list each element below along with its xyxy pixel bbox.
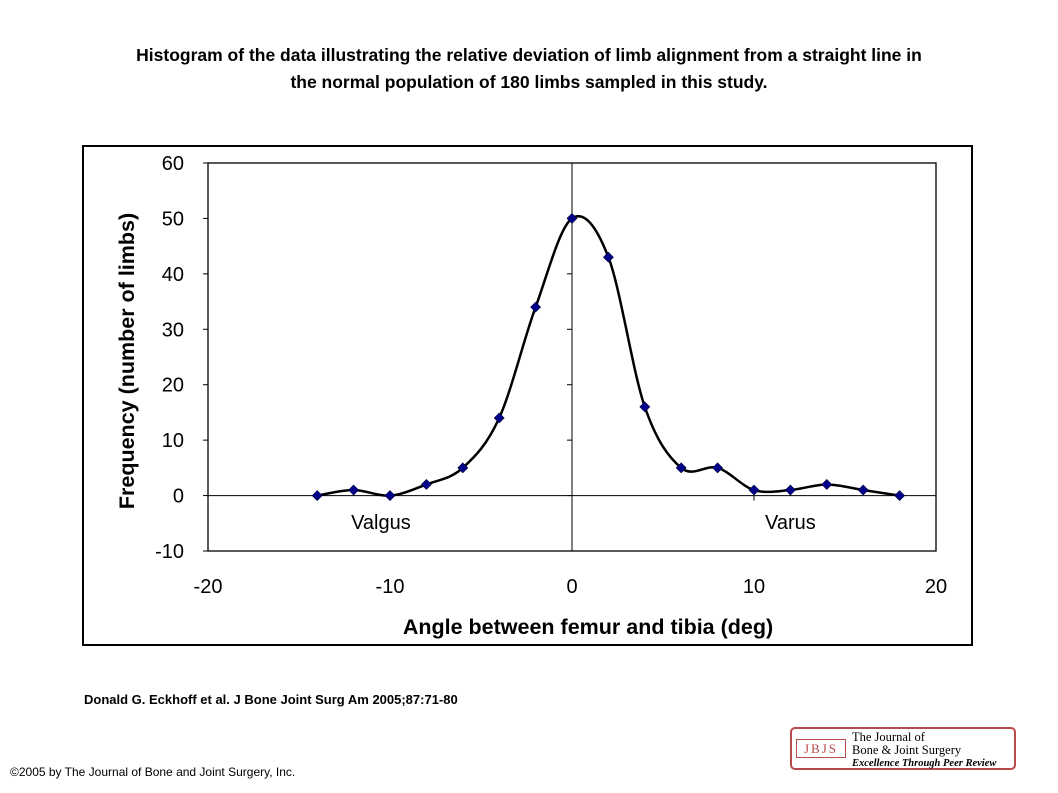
jbjs-logo-mark: JBJS bbox=[796, 739, 846, 758]
data-point-marker bbox=[311, 490, 323, 501]
data-point-marker bbox=[639, 401, 651, 413]
x-tick-label: -20 bbox=[194, 576, 223, 598]
y-tick-label: 60 bbox=[162, 153, 184, 175]
y-tick-label: 0 bbox=[173, 486, 184, 508]
data-point-marker bbox=[493, 412, 505, 424]
data-point-marker bbox=[748, 484, 760, 496]
data-point-marker bbox=[894, 490, 906, 501]
y-axis-title: Frequency (number of limbs) bbox=[115, 213, 139, 509]
data-point-marker bbox=[530, 301, 542, 313]
x-tick-label: 20 bbox=[925, 576, 947, 598]
y-tick-label: 10 bbox=[162, 430, 184, 452]
citation: Donald G. Eckhoff et al. J Bone Joint Su… bbox=[84, 692, 458, 707]
title-line-2: the normal population of 180 limbs sampl… bbox=[290, 72, 768, 92]
data-point-marker bbox=[566, 213, 578, 224]
y-tick-label: 20 bbox=[162, 375, 184, 397]
data-point-marker bbox=[348, 484, 360, 496]
y-tick-label: 40 bbox=[162, 264, 184, 286]
region-label-valgus: Valgus bbox=[351, 512, 411, 534]
y-tick-label: 50 bbox=[162, 208, 184, 230]
figure-title: Histogram of the data illustrating the r… bbox=[20, 42, 1038, 96]
data-point-marker bbox=[712, 462, 724, 474]
x-axis-title: Angle between femur and tibia (deg) bbox=[403, 615, 773, 639]
data-point-marker bbox=[602, 251, 614, 263]
data-point-marker bbox=[857, 484, 869, 496]
journal-logo: JBJS The Journal of Bone & Joint Surgery… bbox=[790, 727, 1016, 770]
x-tick-label: -10 bbox=[376, 576, 405, 598]
x-tick-label: 10 bbox=[743, 576, 765, 598]
copyright-notice: ©2005 by The Journal of Bone and Joint S… bbox=[10, 765, 296, 779]
title-line-1: Histogram of the data illustrating the r… bbox=[136, 45, 922, 65]
journal-tagline: Excellence Through Peer Review bbox=[852, 758, 997, 769]
data-point-marker bbox=[675, 462, 687, 474]
chart-frame: -10 0 10 20 30 40 50 60 -20 -10 0 10 20 Angle between… bbox=[82, 145, 973, 646]
data-point-marker bbox=[384, 490, 396, 501]
region-label-varus: Varus bbox=[765, 512, 816, 534]
data-point-marker bbox=[784, 484, 796, 496]
frequency-chart: -10 0 10 20 30 40 50 60 -20 -10 0 10 20 Angle between… bbox=[115, 153, 947, 639]
data-point-marker bbox=[457, 462, 469, 474]
data-point-marker bbox=[821, 479, 833, 490]
journal-name-line-2: Bone & Joint Surgery bbox=[852, 743, 962, 757]
y-tick-label: 30 bbox=[162, 319, 184, 341]
data-point-marker bbox=[420, 479, 432, 490]
y-tick-label: -10 bbox=[155, 541, 184, 563]
x-tick-label: 0 bbox=[566, 576, 577, 598]
journal-name-line-1: The Journal of bbox=[852, 730, 925, 744]
journal-name: The Journal of Bone & Joint Surgery Exce… bbox=[852, 731, 1014, 770]
